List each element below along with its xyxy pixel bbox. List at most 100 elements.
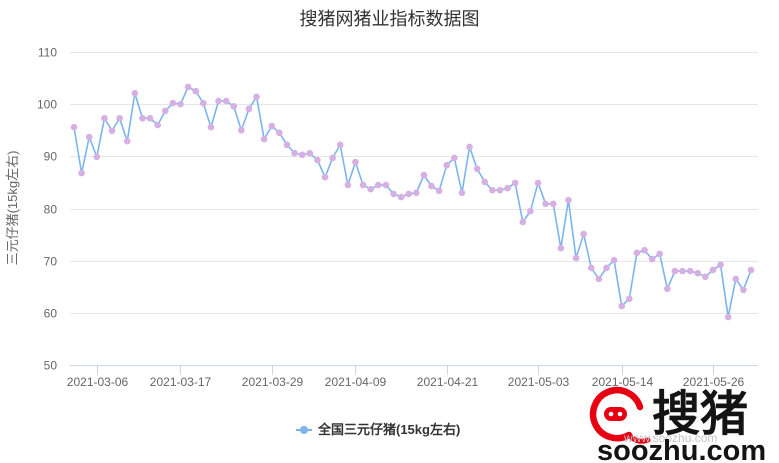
data-point bbox=[565, 196, 572, 204]
legend-label: 全国三元仔猪(15kg左右) bbox=[317, 422, 460, 437]
y-tick-label: 80 bbox=[44, 203, 58, 217]
data-point bbox=[321, 173, 329, 181]
y-tick-label: 50 bbox=[44, 359, 58, 373]
x-tick-label: 2021-03-06 bbox=[67, 375, 129, 389]
data-point bbox=[108, 127, 116, 135]
data-point bbox=[496, 186, 504, 194]
data-point bbox=[390, 190, 397, 198]
data-point bbox=[306, 149, 314, 157]
data-point bbox=[420, 171, 428, 179]
data-point bbox=[78, 169, 85, 177]
watermark-site: www.soozhu.com bbox=[623, 431, 717, 445]
data-point bbox=[625, 295, 633, 303]
data-point bbox=[268, 122, 276, 130]
y-tick-label: 60 bbox=[44, 307, 58, 321]
data-point bbox=[557, 244, 565, 252]
data-point bbox=[222, 97, 230, 105]
data-point bbox=[397, 193, 405, 201]
data-point bbox=[435, 187, 443, 195]
data-point bbox=[527, 207, 534, 215]
data-point bbox=[253, 93, 260, 101]
watermark-brand-cn: 搜猪 bbox=[652, 386, 748, 442]
y-tick-label: 70 bbox=[44, 255, 58, 269]
data-point bbox=[238, 126, 245, 134]
data-point bbox=[329, 154, 336, 162]
x-tick-label: 2021-05-26 bbox=[683, 375, 745, 389]
data-point bbox=[709, 266, 717, 274]
data-point bbox=[85, 133, 93, 141]
data-point bbox=[603, 264, 610, 272]
legend-symbol-marker bbox=[300, 426, 308, 434]
y-tick-label: 110 bbox=[38, 46, 57, 60]
legend-item[interactable]: 全国三元仔猪(15kg左右) bbox=[296, 422, 460, 437]
data-point bbox=[610, 256, 618, 264]
data-point bbox=[641, 246, 648, 254]
data-point bbox=[192, 87, 200, 95]
data-point bbox=[146, 114, 154, 122]
data-point bbox=[314, 156, 321, 164]
data-point bbox=[260, 135, 268, 143]
data-point bbox=[542, 200, 549, 208]
data-point bbox=[595, 275, 603, 283]
data-points bbox=[70, 83, 755, 321]
x-tick-label: 2021-03-29 bbox=[242, 375, 304, 389]
data-point bbox=[671, 267, 679, 275]
grid-lines bbox=[70, 52, 758, 314]
data-point bbox=[633, 249, 641, 257]
data-point bbox=[200, 99, 207, 107]
data-point bbox=[618, 302, 625, 310]
data-point bbox=[648, 255, 656, 263]
y-axis-labels: 50 60 70 80 90 100 110 bbox=[37, 46, 57, 373]
data-point bbox=[276, 129, 283, 137]
data-point bbox=[587, 264, 595, 272]
data-point bbox=[336, 141, 344, 149]
x-tick-label: 2021-04-09 bbox=[325, 375, 387, 389]
y-tick-label: 100 bbox=[37, 98, 57, 112]
data-point bbox=[70, 123, 78, 131]
data-point bbox=[664, 285, 671, 293]
data-point bbox=[93, 153, 101, 161]
data-point bbox=[139, 114, 146, 122]
data-point bbox=[359, 181, 367, 189]
data-point bbox=[428, 182, 435, 190]
x-tick-label: 2021-05-03 bbox=[508, 375, 570, 389]
data-point bbox=[161, 107, 169, 115]
data-point bbox=[747, 266, 755, 274]
data-point bbox=[679, 267, 686, 275]
data-point bbox=[717, 261, 724, 269]
data-point bbox=[382, 181, 390, 189]
data-point bbox=[101, 114, 108, 122]
data-point bbox=[131, 89, 139, 97]
data-point bbox=[732, 275, 740, 283]
data-point bbox=[177, 100, 184, 108]
watermark: 搜猪 www.soozhu.com soozhu.com bbox=[589, 386, 766, 463]
data-point bbox=[686, 267, 694, 275]
data-point bbox=[283, 141, 291, 149]
data-point bbox=[116, 114, 123, 122]
data-point bbox=[405, 190, 413, 198]
data-point bbox=[154, 121, 161, 129]
data-point bbox=[534, 179, 542, 187]
data-point bbox=[504, 184, 511, 192]
data-point bbox=[473, 165, 481, 173]
data-point bbox=[656, 250, 664, 258]
data-point bbox=[443, 161, 451, 169]
data-point bbox=[549, 200, 557, 208]
data-point bbox=[169, 99, 177, 107]
soozhu-pig-logo-icon bbox=[589, 386, 651, 444]
data-point bbox=[230, 102, 238, 110]
x-tick-label: 2021-03-17 bbox=[150, 375, 212, 389]
data-point bbox=[580, 230, 587, 238]
data-point bbox=[451, 154, 458, 162]
data-point bbox=[184, 83, 192, 91]
data-point bbox=[215, 97, 222, 105]
data-point bbox=[207, 123, 215, 131]
data-point bbox=[352, 158, 359, 166]
data-point bbox=[489, 186, 496, 194]
data-point bbox=[245, 105, 253, 113]
data-point bbox=[481, 178, 489, 186]
x-tick-label: 2021-04-21 bbox=[417, 375, 479, 389]
data-point bbox=[511, 179, 519, 187]
series-全国三元仔猪 bbox=[70, 83, 755, 321]
